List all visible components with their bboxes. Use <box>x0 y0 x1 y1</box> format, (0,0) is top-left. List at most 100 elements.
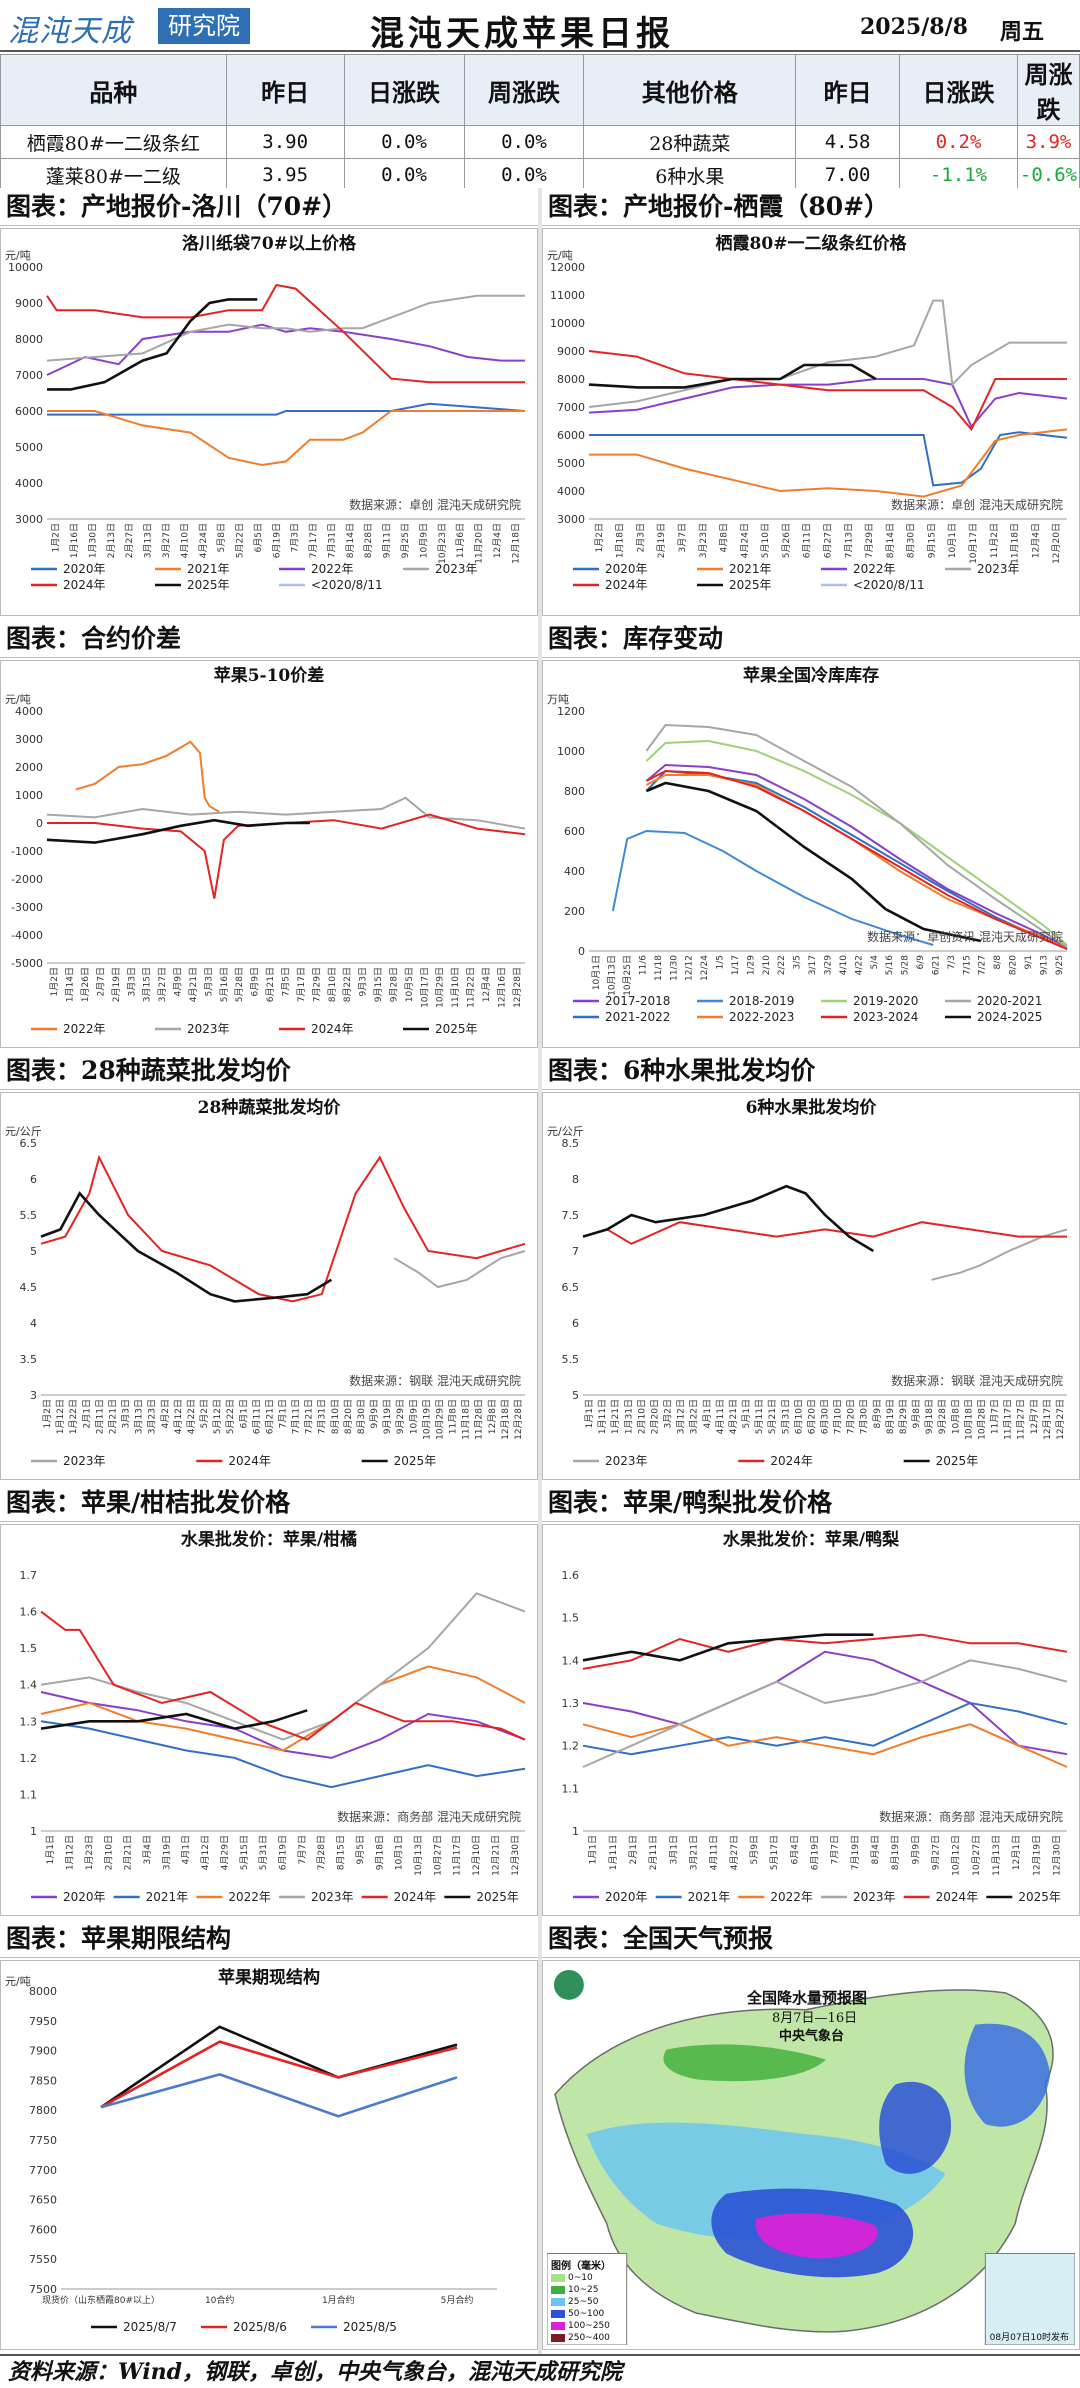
x-tick-label: 12月4日 <box>492 523 503 558</box>
x-tick-label: 9月8日 <box>911 1399 922 1428</box>
legend-label: 2025年 <box>394 1454 437 1468</box>
x-tick-label: 2月21日 <box>107 1399 118 1434</box>
rain-zone-northeast <box>964 2023 1051 2127</box>
rain-zone-100-250 <box>755 2213 878 2259</box>
cell-other-weekly-change: -0.6% <box>1016 158 1080 192</box>
x-tick-label: 8月9日 <box>872 1399 883 1428</box>
x-tick-label: 12月28日 <box>513 1399 524 1440</box>
x-tick-label: 11月2日 <box>989 523 1000 558</box>
y-tick-label: 5 <box>30 1245 37 1258</box>
panel-apple-pear: 图表：苹果/鸭梨批发价格 水果批发价：苹果/鸭梨 1 1.1 1.2 1.3 1.4 1.5… <box>542 1484 1080 1916</box>
x-tick-label: 7月28日 <box>316 1835 327 1870</box>
x-tick-label: 3月7日 <box>677 523 688 552</box>
x-tick-label: 3月4日 <box>142 1835 153 1864</box>
x-tick-label: 10月25日 <box>622 955 633 996</box>
x-tick-label: 10月1日 <box>947 523 958 558</box>
y-tick-label: 9000 <box>557 345 585 358</box>
x-tick-label: 6月1日 <box>238 1399 249 1428</box>
panel-fruit: 图表：6种水果批发均价 6种水果批发均价 元/公斤 5 5.5 6 6.5 7 7.5 8 8.5… <box>542 1052 1080 1480</box>
x-tick-label: 6月5日 <box>253 523 264 552</box>
data-source: 数据来源：卓创 混沌天成研究院 <box>349 497 521 512</box>
y-tick-label: 8000 <box>29 1985 57 1998</box>
x-tick-label: 3月27日 <box>157 967 168 1002</box>
x-tick-label: 4月11日 <box>715 1399 726 1434</box>
legend-label: 2024年 <box>311 1022 354 1036</box>
y-tick-label: 8000 <box>15 333 43 346</box>
legend-swatch <box>551 2334 565 2342</box>
x-tick-label: 9月18日 <box>924 1399 935 1434</box>
series-line-2025年 <box>588 363 877 389</box>
x-tick-label: 5月10日 <box>760 523 771 558</box>
panel-title: 图表：库存变动 <box>542 620 1080 658</box>
legend-label: 2025年 <box>936 1454 979 1468</box>
x-tick-label: 11/30 <box>669 955 679 981</box>
legend-swatch <box>551 2274 565 2282</box>
header-variety: 品种 <box>0 54 227 126</box>
column-separator <box>538 188 542 2356</box>
data-source: 数据来源：商务部 混沌天成研究院 <box>337 1809 521 1824</box>
x-tick-label: 12月4日 <box>481 967 492 1002</box>
legend-label: 2025年 <box>476 1890 519 1904</box>
chart-term: 苹果期现结构 元/吨 7500 7550 7600 7650 7700 7750 7800 785… <box>5 1967 497 2334</box>
y-tick-label: 5000 <box>15 441 43 454</box>
x-tick-label: 4月27日 <box>729 1835 740 1870</box>
y-tick-label: 3000 <box>15 733 43 746</box>
y-tick-label: 3000 <box>557 513 585 526</box>
header-other-yesterday: 昨日 <box>795 54 901 126</box>
panel-apple-orange: 图表：苹果/柑桔批发价格 水果批发价：苹果/柑橘 1 1.1 1.2 1.3 1.4 1.5… <box>0 1484 538 1916</box>
cell-variety: 栖霞80#一二级条红 <box>0 125 227 159</box>
series-line-2022年 <box>582 1723 1068 1768</box>
cell-daily-change: 0.0% <box>343 158 465 192</box>
y-tick-label: 10000 <box>8 261 43 274</box>
x-tick-label: 8月30日 <box>356 1399 367 1434</box>
x-tick-label: 8月22日 <box>342 967 353 1002</box>
y-axis-unit: 元/吨 <box>5 249 31 262</box>
x-tick-label: 7月20日 <box>846 1399 857 1434</box>
x-tick-label: 4月1日 <box>702 1399 713 1428</box>
x-tick-label: 2月7日 <box>95 967 106 996</box>
cell-other-daily-change: 0.2% <box>899 125 1018 159</box>
x-tick-label: 6月19日 <box>271 523 282 558</box>
series-line-2024年 <box>40 1610 526 1741</box>
x-tick-label: 2月21日 <box>123 1835 134 1870</box>
x-tick-label: 10月5日 <box>404 967 415 1002</box>
x-tick-label: 6月27日 <box>823 523 834 558</box>
header-weekly-change: 周涨跌 <box>463 54 585 126</box>
x-tick-label: 7月1日 <box>278 1399 289 1428</box>
x-tick-label: 8月29日 <box>898 1399 909 1434</box>
chart-title: 栖霞80#一二级条红价格 <box>716 233 908 254</box>
x-tick-label: 1月14日 <box>65 967 76 1002</box>
x-tick-label: 1月2日 <box>42 1399 53 1428</box>
legend-label: 2020年 <box>605 562 648 576</box>
y-tick-label: 1.3 <box>20 1715 38 1728</box>
legend-label: 10~25 <box>568 2285 599 2295</box>
x-tick-label: 4月8日 <box>719 523 730 552</box>
cell-other-weekly-change: 3.9% <box>1016 125 1080 159</box>
y-tick-label: 1.7 <box>20 1569 38 1582</box>
x-tick-label: 7月7日 <box>297 1835 308 1864</box>
map-legend-item: 100~250 <box>551 2320 625 2332</box>
series-line-2021年 <box>40 1720 526 1789</box>
legend-label: 2025/8/5 <box>343 2320 397 2334</box>
y-tick-label: 1.4 <box>562 1654 580 1667</box>
y-tick-label: 4.5 <box>20 1281 38 1294</box>
series-line-2025年 <box>40 1709 308 1730</box>
legend-label: 2024年 <box>394 1890 437 1904</box>
x-tick-label: 10月12日 <box>951 1835 962 1876</box>
y-tick-label: 7550 <box>29 2253 57 2266</box>
x-tick-label: 3月2日 <box>663 1399 674 1428</box>
legend-label: 2021年 <box>187 562 230 576</box>
panel-title: 图表：苹果/鸭梨批发价格 <box>542 1484 1080 1522</box>
x-tick-label: 2月3日 <box>635 523 646 552</box>
x-tick-label: 9月19日 <box>382 1399 393 1434</box>
y-tick-label: 4000 <box>15 477 43 490</box>
series-line-2021年 <box>589 428 1068 498</box>
x-tick-label: 4月2日 <box>160 1399 171 1428</box>
y-tick-label: 9000 <box>15 297 43 310</box>
y-tick-label: 1.2 <box>562 1740 580 1753</box>
x-tick-label: 3月27日 <box>161 523 172 558</box>
x-tick-label: 1月31日 <box>623 1399 634 1434</box>
x-tick-label: 4/10 <box>839 955 849 975</box>
series-line-2022年 <box>75 740 220 813</box>
